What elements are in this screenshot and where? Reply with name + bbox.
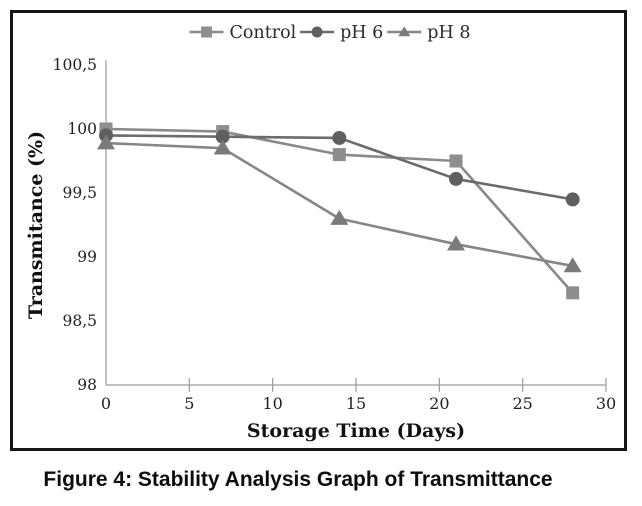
point-control-day14-square-marker [332,148,346,162]
point-ph-8-day14-triangle-marker [330,209,349,225]
point-ph-6-day21-circle-marker [449,171,463,186]
transmittance-chart: 0 5 10 15 20 25 30 98 98,5 99 99,5 100 100,5 Storage … [25,23,616,442]
x-axis-title: Storage Time (Days) [247,420,465,442]
point-ph-6-day7-circle-marker [215,129,230,144]
legend-triangle-marker [398,26,411,37]
y-tick-label: 98 [77,376,97,394]
figure-caption: Figure 4: Stability Analysis Graph of Tr… [43,468,553,491]
point-ph-8-day7-triangle-marker [213,139,232,155]
point-ph-6-day28-circle-marker [565,192,580,207]
point-ph-6-day14-circle-marker [332,130,347,145]
x-tick-label: 25 [512,394,532,413]
point-control-day21-square-marker [449,154,463,168]
series-line-ph-8 [105,141,573,268]
legend-label: Control [230,23,297,43]
y-axis-title: Transmitance (%) [25,131,47,319]
point-ph-8-day28-triangle-marker [563,257,582,273]
legend-label: pH 6 [340,23,383,43]
x-tick-label: 20 [429,394,449,413]
point-ph-8-day21-triangle-marker [447,235,465,251]
y-tick-label: 99,5 [62,184,97,202]
y-tick-label: 98,5 [62,312,97,330]
figure-frame: 0 5 10 15 20 25 30 98 98,5 99 99,5 100 100,5 Storage … [10,10,627,451]
legend-square-marker [201,26,212,38]
y-tick-label: 100 [67,120,97,138]
point-control-day28-square-marker [566,286,580,300]
x-tick-label: 15 [346,394,366,413]
x-tick-label: 30 [596,394,616,413]
x-tick-label: 5 [184,394,194,413]
legend-circle-marker [311,26,323,38]
y-tick-label: 100,5 [53,56,97,74]
x-tick-label: 0 [101,394,111,413]
y-tick-label: 99 [77,248,97,266]
legend-label: pH 8 [427,23,470,43]
point-ph-8-day0-triangle-marker [97,134,115,150]
x-tick-label: 10 [262,394,282,413]
